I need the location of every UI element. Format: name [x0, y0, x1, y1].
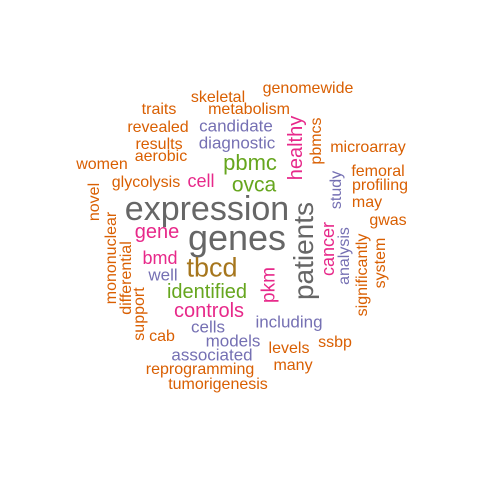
- word-results: results: [135, 136, 183, 153]
- word-genomewide: genomewide: [262, 80, 354, 97]
- word-healthy: healthy: [285, 115, 307, 181]
- word-ssbp: ssbp: [318, 334, 352, 351]
- word-genes: genes: [187, 217, 287, 258]
- word-identified: identified: [166, 281, 248, 303]
- word-traits: traits: [141, 101, 177, 118]
- word-pkm: pkm: [258, 267, 280, 303]
- word-profiling: profiling: [351, 177, 409, 194]
- word-pbmc: pbmc: [223, 150, 277, 175]
- word-models: models: [205, 331, 261, 351]
- word-controls: controls: [173, 300, 245, 322]
- word-analysis: analysis: [336, 227, 353, 285]
- word-including: including: [255, 312, 323, 332]
- word-metabolism: metabolism: [208, 101, 290, 118]
- word-study: study: [328, 170, 345, 210]
- word-cancer: cancer: [318, 221, 338, 277]
- word-expression: expression: [124, 190, 290, 228]
- word-skeletal: skeletal: [190, 89, 246, 106]
- word-levels: levels: [268, 340, 310, 357]
- word-tumorigenesis: tumorigenesis: [168, 376, 268, 393]
- word-significantly: significantly: [354, 233, 371, 317]
- word-aerobic: aerobic: [134, 148, 188, 165]
- word-revealed: revealed: [127, 119, 189, 136]
- word-support: support: [131, 287, 148, 341]
- word-candidate: candidate: [199, 116, 273, 136]
- word-cell: cell: [187, 171, 215, 191]
- word-women: women: [76, 156, 128, 173]
- word-system: system: [372, 237, 389, 289]
- word-reprogramming: reprogramming: [145, 361, 255, 378]
- word-novel: novel: [86, 182, 103, 222]
- word-well: well: [148, 265, 178, 285]
- word-patients: patients: [288, 201, 319, 301]
- word-associated: associated: [171, 345, 253, 365]
- word-pbmcs: pbmcs: [308, 117, 325, 165]
- word-glycolysis: glycolysis: [111, 174, 181, 191]
- word-many: many: [273, 357, 313, 374]
- word-gene: gene: [134, 221, 180, 243]
- word-cab: cab: [149, 328, 175, 345]
- word-cells: cells: [190, 317, 226, 337]
- word-tbcd: tbcd: [186, 252, 238, 283]
- word-femoral: femoral: [351, 163, 405, 180]
- word-ovca: ovca: [231, 173, 277, 197]
- word-bmd: bmd: [142, 248, 178, 268]
- word-gwas: gwas: [369, 212, 407, 229]
- word-diagnostic: diagnostic: [198, 133, 276, 153]
- word-may: may: [351, 194, 383, 211]
- word-microarray: microarray: [330, 139, 406, 156]
